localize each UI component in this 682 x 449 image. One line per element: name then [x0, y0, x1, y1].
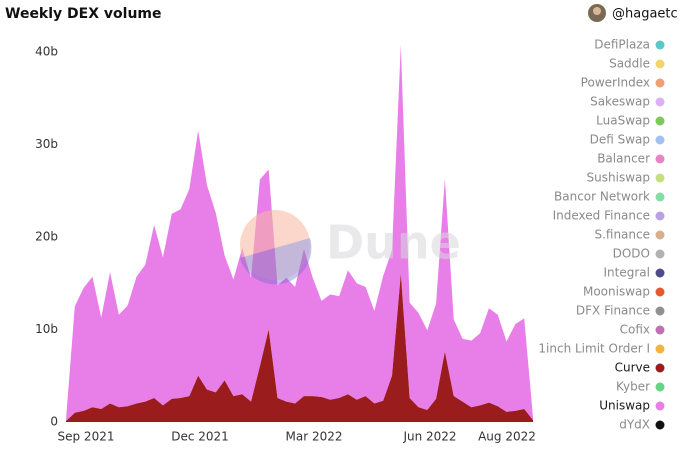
legend-swatch[interactable]	[655, 249, 665, 259]
x-tick-label: Aug 2022	[478, 430, 536, 444]
legend-swatch[interactable]	[655, 154, 665, 164]
legend-label[interactable]: Indexed Finance	[553, 209, 650, 223]
avatar-face	[593, 7, 601, 15]
logo	[240, 210, 310, 280]
axes: 0 10b 20b 30b 40b Sep 2021 Dec 2021 Mar 2022 Jun…	[35, 45, 536, 444]
y-tick-label: 0	[50, 415, 58, 429]
legend-label[interactable]: Uniswap	[599, 399, 650, 413]
legend-label[interactable]: Integral	[604, 266, 650, 280]
y-tick-label: 40b	[35, 45, 58, 59]
legend-swatch[interactable]	[655, 230, 665, 240]
legend-swatch[interactable]	[655, 116, 665, 126]
x-tick-label: Dec 2021	[171, 430, 229, 444]
legend-label[interactable]: DFX Finance	[576, 304, 650, 318]
legend-swatch[interactable]	[655, 401, 665, 411]
x-tick-label: Jun 2022	[402, 430, 456, 444]
legend-swatch[interactable]	[655, 344, 665, 354]
legend-swatch[interactable]	[655, 382, 665, 392]
legend-swatch[interactable]	[655, 59, 665, 69]
y-tick-label: 10b	[35, 322, 58, 336]
legend-label[interactable]: Cofix	[620, 323, 650, 337]
x-tick-label: Mar 2022	[286, 430, 343, 444]
legend-label[interactable]: dYdX	[619, 418, 650, 432]
legend-swatch[interactable]	[655, 363, 665, 373]
legend-swatch[interactable]	[655, 40, 665, 50]
legend-label[interactable]: 1inch Limit Order I	[538, 342, 650, 356]
plot	[66, 44, 533, 422]
legend-swatch[interactable]	[655, 420, 665, 430]
legend-label[interactable]: Defi Swap	[590, 133, 650, 147]
legend-label[interactable]: LuaSwap	[596, 114, 650, 128]
legend-label[interactable]: S.finance	[594, 228, 650, 242]
legend-label[interactable]: Sushiswap	[587, 171, 650, 185]
legend-label[interactable]: Bancor Network	[554, 190, 650, 204]
area	[66, 44, 533, 422]
watermark-text: Dune	[326, 216, 461, 270]
legend-label[interactable]: Mooniswap	[583, 285, 650, 299]
legend-swatch[interactable]	[655, 306, 665, 316]
y-tick-label: 20b	[35, 230, 58, 244]
legend-swatch[interactable]	[655, 97, 665, 107]
watermark: Dune	[240, 210, 461, 285]
legend-swatch[interactable]	[655, 173, 665, 183]
legend-swatch[interactable]	[655, 268, 665, 278]
legend-label[interactable]: PowerIndex	[581, 76, 650, 90]
logo-part	[240, 238, 312, 285]
legend-label[interactable]: DODO	[613, 247, 650, 261]
legend: DefiPlaza Saddle PowerIndex Sakeswap LuaSwap…	[538, 38, 665, 432]
legend-label[interactable]: Curve	[615, 361, 650, 375]
chart-title: Weekly DEX volume	[5, 6, 162, 22]
legend-swatch[interactable]	[655, 135, 665, 145]
legend-label[interactable]: Sakeswap	[590, 95, 650, 109]
y-tick-label: 30b	[35, 137, 58, 151]
legend-swatch[interactable]	[655, 211, 665, 221]
legend-label[interactable]: Balancer	[597, 152, 650, 166]
legend-swatch[interactable]	[655, 287, 665, 297]
legend-label[interactable]: DefiPlaza	[594, 38, 650, 52]
x-tick-label: Sep 2021	[58, 430, 115, 444]
legend-swatch[interactable]	[655, 78, 665, 88]
legend-label[interactable]: Saddle	[609, 57, 650, 71]
legend-label[interactable]: Kyber	[616, 380, 650, 394]
area	[66, 274, 533, 422]
legend-swatch[interactable]	[655, 325, 665, 335]
author[interactable]: @hagaetc	[612, 7, 678, 22]
legend-swatch[interactable]	[655, 192, 665, 202]
